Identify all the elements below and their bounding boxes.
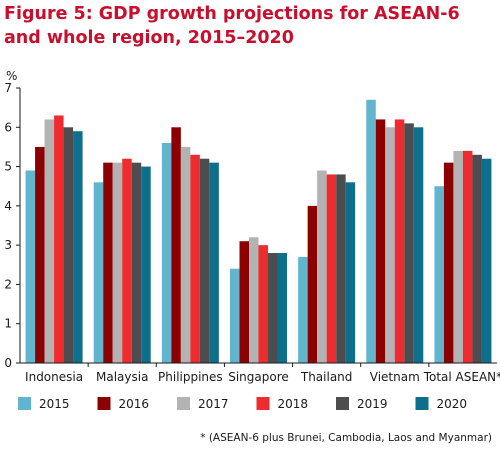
bar (404, 123, 414, 363)
bars (25, 99, 492, 364)
legend-label: 2019 (357, 397, 388, 411)
bar (171, 127, 181, 364)
legend-label: 2016 (119, 397, 150, 411)
legend-label: 2018 (278, 397, 309, 411)
bar (131, 162, 142, 363)
legend-label: 2015 (39, 397, 70, 411)
bar (307, 205, 318, 363)
bar (199, 158, 210, 363)
bar (35, 146, 45, 363)
bar (209, 162, 219, 363)
y-tick-label: 5 (4, 160, 12, 174)
y-tick-label: 2 (4, 277, 12, 291)
bar (190, 154, 200, 363)
footnote: * (ASEAN-6 plus Brunei, Cambodia, Laos a… (200, 432, 492, 444)
bar (268, 253, 278, 363)
y-axis-label: % (6, 69, 17, 83)
bar (112, 162, 123, 363)
y-tick-label: 7 (4, 81, 12, 95)
bar (385, 127, 395, 364)
bar (462, 150, 473, 363)
x-category-label: Singapore (228, 370, 289, 384)
bar (44, 119, 55, 363)
bar (345, 182, 356, 363)
legend-swatch (415, 397, 429, 410)
bar (394, 119, 405, 363)
legend: 2015 2016 2017 2018 2019 2020 (18, 397, 467, 411)
y-tick-label: 6 (4, 120, 12, 134)
legend-swatch (97, 397, 111, 410)
bar (180, 146, 191, 363)
bar (481, 158, 492, 363)
bar (366, 99, 376, 364)
bar (239, 241, 249, 363)
bar (298, 256, 308, 363)
legend-label: 2017 (198, 397, 229, 411)
bar (141, 166, 151, 363)
legend-swatch (256, 397, 270, 410)
x-category-label: Philippines (158, 370, 223, 384)
y-axis-ticks: 0 1 2 3 4 5 6 7 (4, 81, 20, 370)
y-tick-label: 1 (4, 317, 12, 331)
bar (93, 182, 104, 363)
bar (73, 131, 83, 363)
bar (317, 170, 327, 363)
bar (258, 245, 268, 363)
x-category-label: Thailand (300, 370, 353, 384)
legend-label: 2020 (437, 397, 468, 411)
bar (161, 143, 172, 363)
bar (25, 170, 36, 363)
x-category-label: Vietnam (370, 370, 420, 384)
y-tick-label: 3 (4, 238, 12, 252)
legend-swatch (336, 397, 349, 410)
legend-swatch (177, 397, 190, 410)
bar (453, 150, 463, 363)
bar (472, 154, 482, 363)
x-category-label: Malaysia (96, 370, 148, 384)
x-axis-categories: Indonesia Malaysia Philippines Singapore Tha… (25, 363, 500, 384)
legend-swatch (18, 397, 31, 410)
bar (375, 119, 386, 363)
x-category-label: Indonesia (25, 370, 83, 384)
bar (277, 253, 287, 363)
bar (63, 127, 74, 364)
bar (326, 174, 337, 363)
bar (434, 186, 444, 363)
bar (443, 162, 454, 363)
bar (336, 174, 346, 363)
y-tick-label: 0 (4, 356, 12, 370)
bar (54, 115, 64, 363)
bar (249, 237, 259, 363)
y-tick-label: 4 (4, 199, 12, 213)
bar (103, 162, 113, 363)
bar (413, 127, 424, 364)
bar (122, 158, 132, 363)
x-category-label: Total ASEAN* (423, 370, 500, 384)
bar (230, 268, 240, 363)
chart-title: Figure 5: GDP growth projections for ASE… (4, 4, 460, 48)
